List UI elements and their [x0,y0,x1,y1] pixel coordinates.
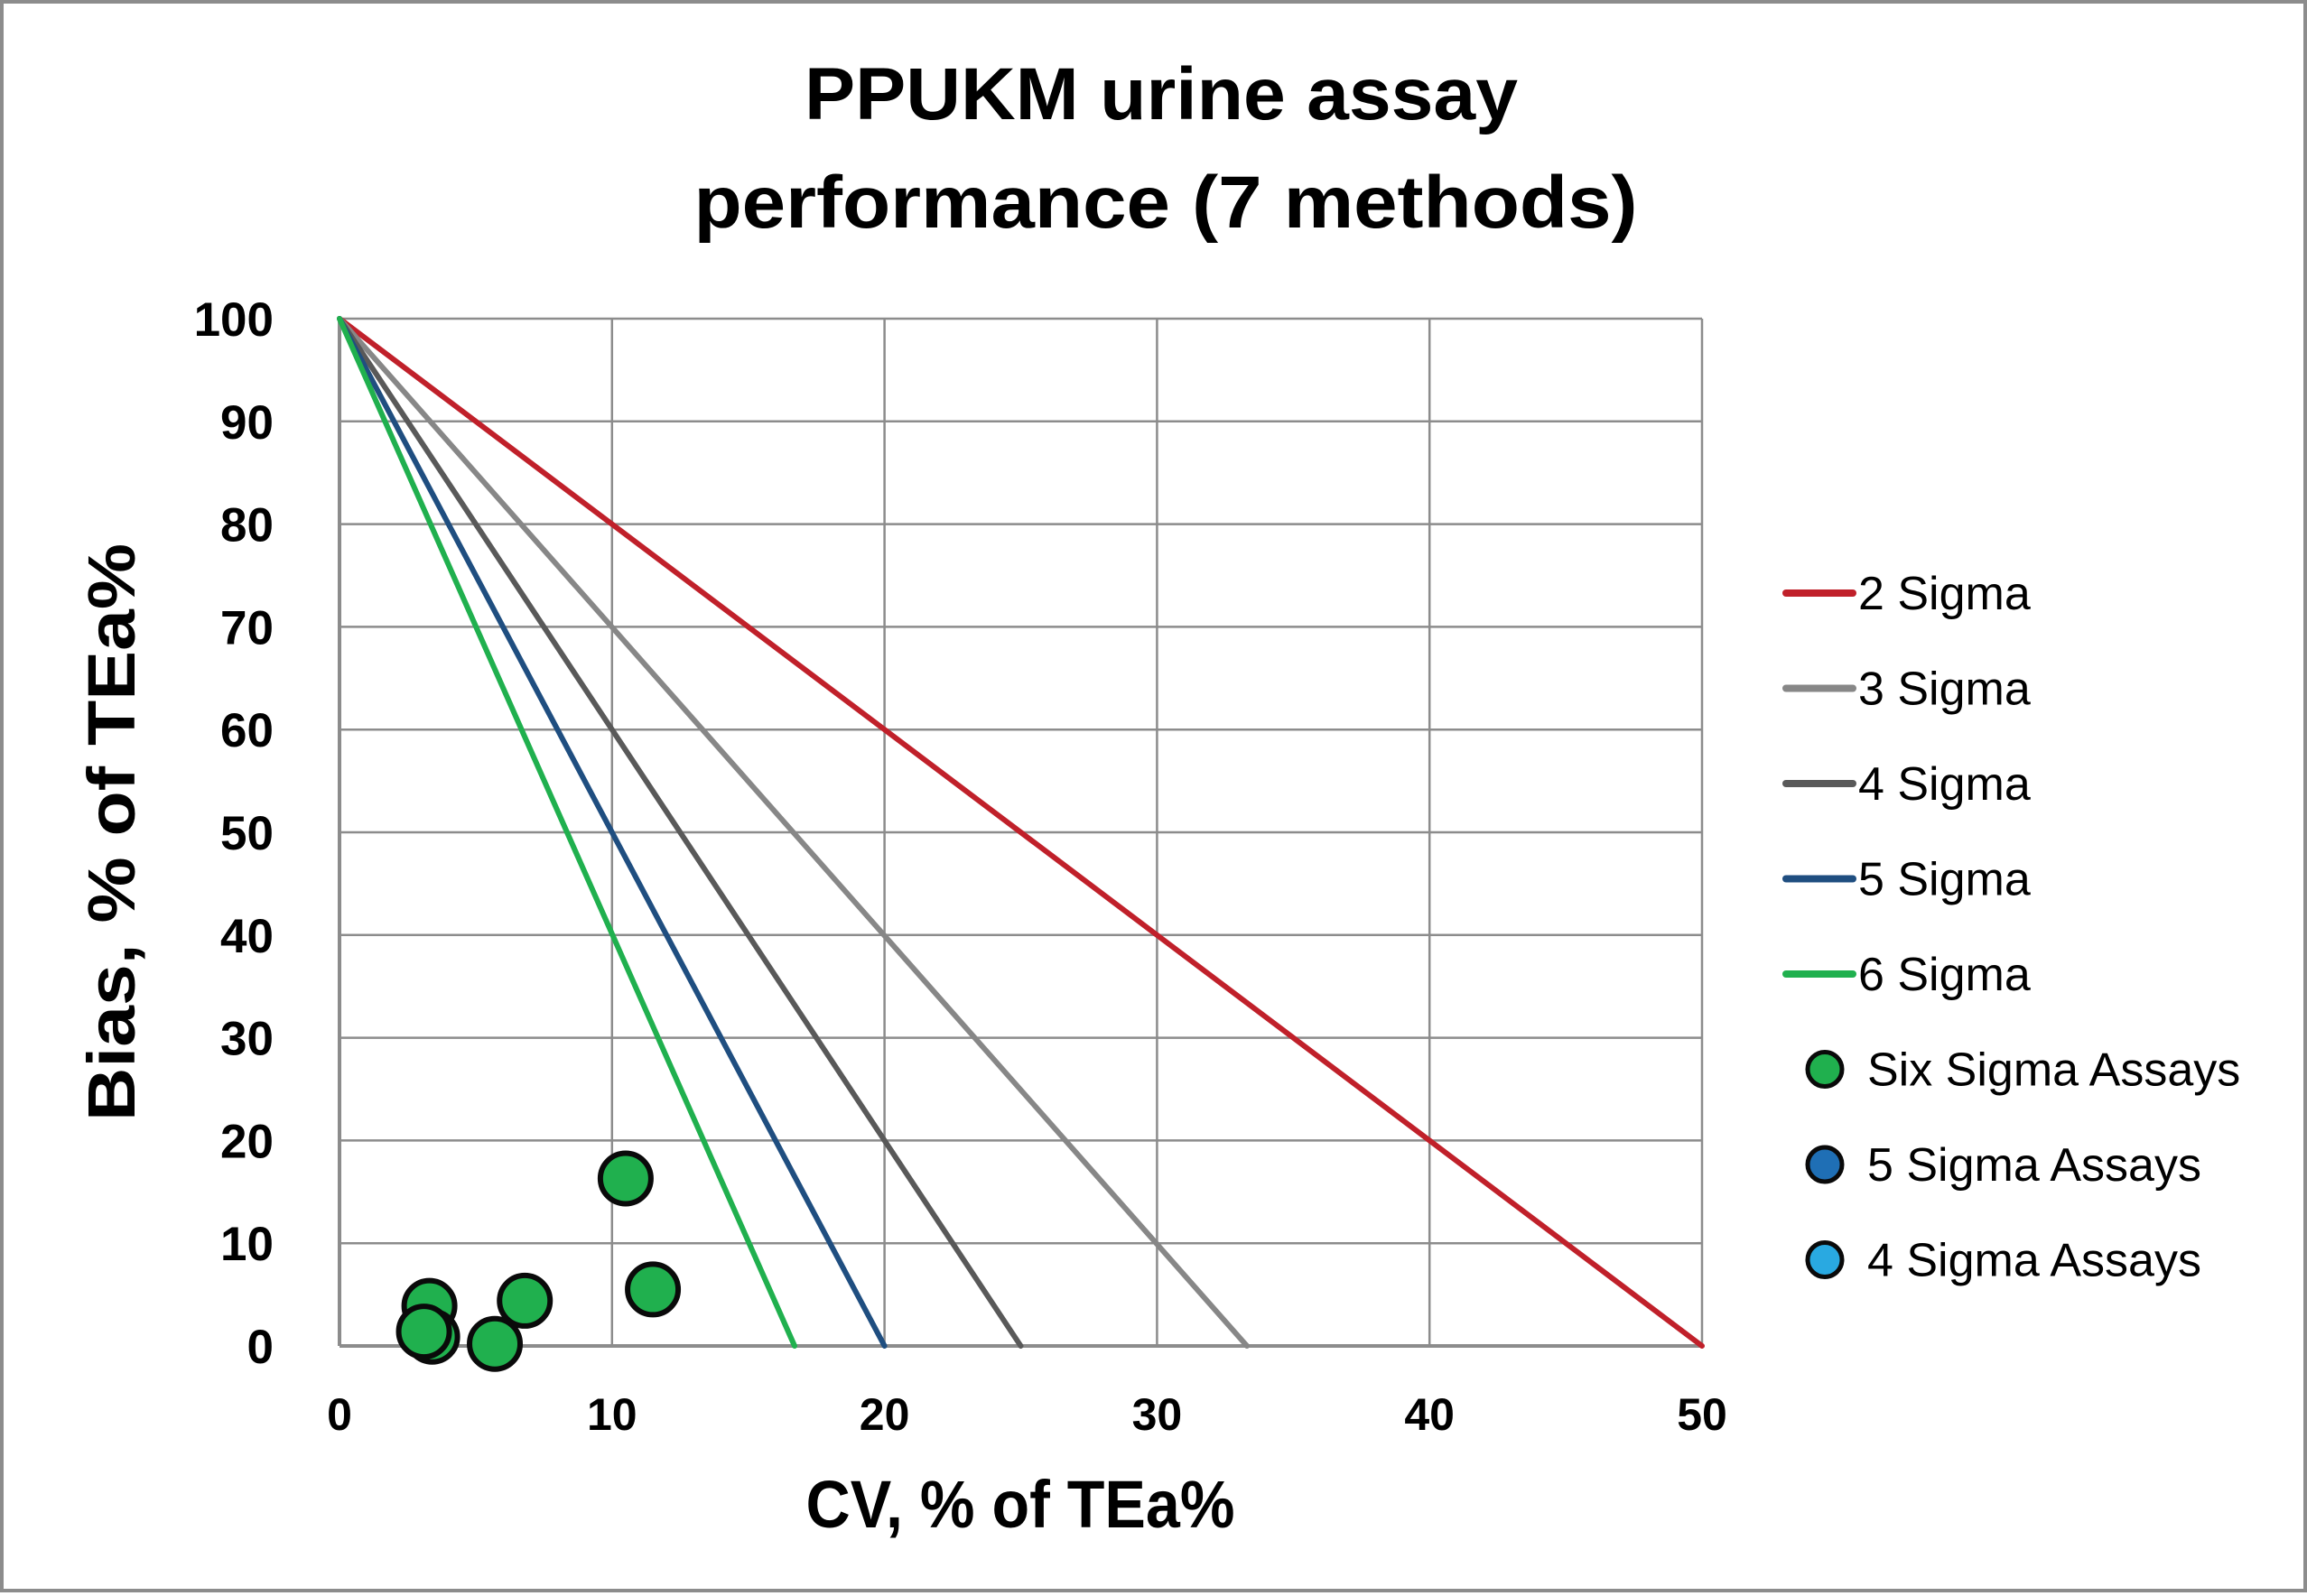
sigma-lines [337,316,1705,1349]
sigma-line-3-sigma [337,316,1250,1349]
chart-title: PPUKM urine assay performance (7 methods… [694,53,1638,244]
legend: 2 Sigma 3 Sigma 4 Sigma 5 Sigma 6 Sigma Six S… [1782,568,2240,1287]
data-point [467,1315,524,1372]
legend-item-2-sigma: 2 Sigma [1782,568,2031,620]
legend-label: 5 Sigma [1858,854,2031,906]
legend-item-4-sigma: 4 Sigma [1782,758,2031,811]
y-tick-label: 10 [220,1218,274,1271]
data-point [625,1261,682,1318]
legend-item-6-sigma: 6 Sigma [1782,949,2031,1001]
legend-item-3-sigma: 3 Sigma [1782,663,2031,716]
sigma-line-5-sigma [337,316,888,1349]
legend-item-5-sigma: 5 Sigma [1782,854,2031,906]
legend-label: 2 Sigma [1858,568,2031,620]
chart-title-line-1: PPUKM urine assay [805,53,1518,135]
y-tick-label: 90 [220,396,274,450]
legend-item-six-sigma-assays: Six Sigma Assays [1805,1044,2240,1097]
y-tick-label: 50 [220,807,274,860]
y-tick-label: 30 [220,1013,274,1066]
legend-marker-swatch [1805,1050,1845,1089]
legend-label: 4 Sigma Assays [1867,1235,2201,1287]
legend-marker-swatch [1805,1145,1845,1184]
legend-label: 6 Sigma [1858,949,2031,1001]
x-tick-label: 20 [860,1389,910,1440]
data-points [395,1150,682,1372]
legend-item-5-sigma-assays: 5 Sigma Assays [1805,1139,2201,1192]
x-axis-ticks: 0 10 20 30 40 50 [327,1389,1727,1440]
y-tick-label: 60 [220,704,274,757]
data-point [497,1272,553,1329]
legend-marker-swatch [1805,1240,1845,1279]
x-tick-label: 10 [587,1389,637,1440]
x-tick-label: 30 [1132,1389,1183,1440]
sigma-line-6-sigma [337,316,798,1349]
x-tick-label: 40 [1404,1389,1455,1440]
sigma-line-2-sigma [337,316,1705,1349]
x-tick-label: 50 [1677,1389,1727,1440]
legend-label: 5 Sigma Assays [1867,1139,2201,1192]
x-tick-label: 0 [327,1389,352,1440]
y-tick-label: 80 [220,499,274,552]
y-tick-label: 100 [194,293,274,347]
data-point [395,1304,452,1360]
y-tick-label: 40 [220,910,274,963]
y-axis-title: Bias, % of TEa% [74,543,149,1121]
y-tick-label: 0 [247,1321,274,1374]
legend-label: 3 Sigma [1858,663,2031,716]
legend-item-4-sigma-assays: 4 Sigma Assays [1805,1235,2201,1287]
legend-label: Six Sigma Assays [1867,1044,2240,1097]
sigma-metric-chart: PPUKM urine assay performance (7 methods… [74,53,2240,1542]
x-axis-title: CV, % of TEa% [806,1467,1235,1542]
data-point [597,1150,654,1207]
chart-title-line-2: performance (7 methods) [694,162,1638,244]
y-axis-ticks: 0 10 20 30 40 50 60 70 80 90 100 [194,293,274,1374]
legend-label: 4 Sigma [1858,758,2031,811]
y-tick-label: 20 [220,1115,274,1168]
y-tick-label: 70 [220,601,274,654]
sigma-line-4-sigma [337,316,1024,1349]
